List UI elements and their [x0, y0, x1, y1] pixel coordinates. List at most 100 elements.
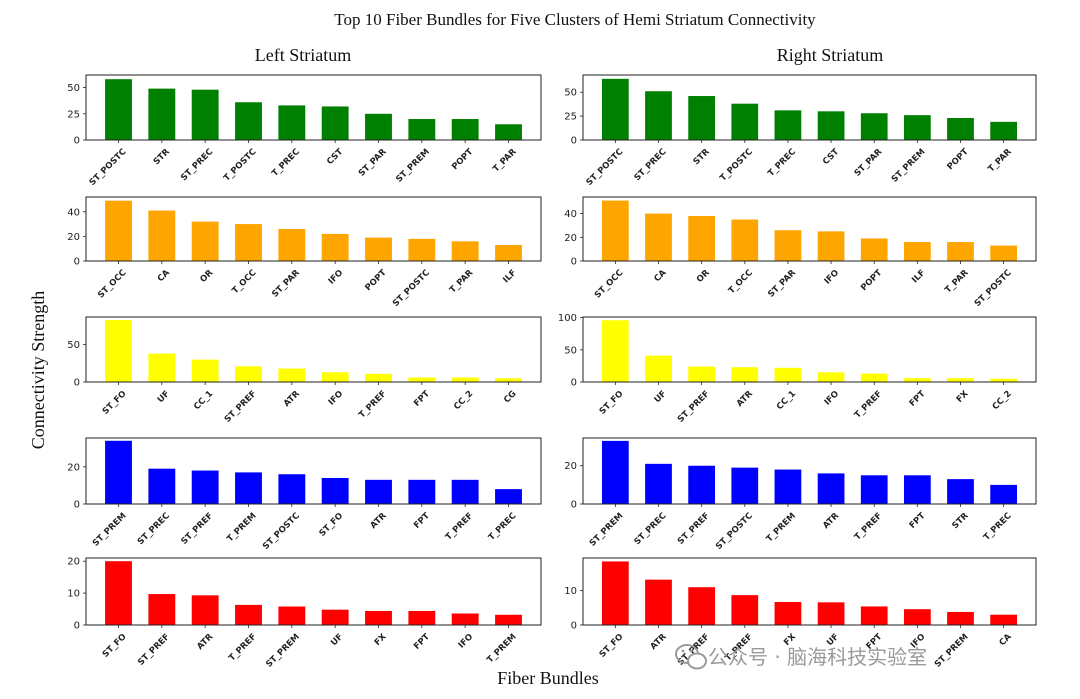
bar-st-pref — [235, 366, 262, 382]
bar-ca — [645, 213, 672, 261]
x-tick-label: ST_POSTC — [585, 147, 626, 188]
bar-popt — [860, 238, 888, 261]
x-tick-label: UF — [156, 389, 172, 405]
bar-cc-1 — [774, 367, 802, 382]
column-title-right: Right Striatum — [777, 45, 884, 65]
bar-st-pref — [688, 587, 716, 625]
bar-cc-2 — [990, 378, 1018, 382]
bar-st-postc — [990, 245, 1018, 261]
chart-left-cluster-3: ST_FO UF CC_1 ST_PREF ATR IFO T_PREF FPT CC_2 CG 0… — [67, 316, 542, 425]
x-tick-label: CC_2 — [452, 389, 475, 412]
bar-st-occ — [601, 200, 629, 261]
x-tick-label: ATR — [195, 632, 215, 652]
bar-t-pref — [451, 479, 479, 504]
x-tick-label: POPT — [363, 268, 388, 293]
bar-ifo — [903, 609, 931, 625]
x-tick-label: ST_FO — [318, 511, 346, 539]
bar-st-prem — [947, 611, 974, 625]
x-tick-label: OR — [695, 268, 712, 285]
x-tick-label: ST_FO — [598, 632, 626, 660]
x-tick-label: ST_PREC — [633, 147, 669, 183]
y-tick-label: 0 — [571, 378, 577, 389]
chart-left-cluster-1: ST_POSTC STR ST_PREC T_POSTC T_PREC CST ST_PAR… — [67, 74, 542, 188]
bar-atr — [817, 473, 845, 504]
bar-st-fo — [105, 561, 132, 625]
x-tick-label: POPT — [859, 268, 884, 293]
x-tick-label: FX — [955, 389, 971, 405]
bar-t-prec — [495, 489, 522, 504]
x-tick-label: T_POSTC — [222, 147, 259, 184]
y-tick-label: 40 — [564, 209, 577, 220]
y-axis-label: Connectivity Strength — [28, 291, 48, 449]
bar-atr — [191, 595, 219, 625]
y-tick-label: 0 — [571, 136, 577, 147]
bar-t-prem — [235, 472, 262, 504]
bar-ilf — [903, 242, 931, 261]
y-tick-label: 50 — [564, 345, 577, 356]
x-tick-label: IFO — [327, 268, 346, 287]
plot-frame — [85, 316, 542, 383]
bar-fx — [947, 378, 974, 382]
y-tick-label: 0 — [571, 621, 577, 632]
bar-st-par — [365, 113, 392, 140]
bar-t-par — [451, 241, 479, 261]
y-tick-label: 20 — [564, 233, 577, 244]
plot-frame — [582, 316, 1037, 383]
y-tick-label: 20 — [67, 232, 80, 243]
bar-st-pref — [148, 594, 176, 625]
bar-t-prem — [774, 469, 802, 504]
x-tick-label: T_PREC — [982, 511, 1014, 543]
bar-cst — [817, 111, 845, 140]
y-tick-label: 0 — [74, 500, 80, 511]
bar-st-postc — [105, 79, 132, 140]
x-tick-label: ATR — [369, 511, 389, 531]
y-tick-label: 10 — [564, 586, 577, 597]
x-tick-label: ST_PREF — [676, 389, 712, 425]
x-tick-label: T_OCC — [230, 268, 258, 296]
x-tick-label: FPT — [908, 389, 928, 409]
chart-left-cluster-4: ST_PREM ST_PREC ST_PREF T_PREM ST_POSTC ST_FO… — [67, 437, 542, 552]
x-tick-label: T_POSTC — [718, 147, 755, 184]
bar-fpt — [408, 479, 436, 504]
bar-t-occ — [731, 219, 759, 261]
x-tick-label: ST_POSTC — [714, 511, 755, 552]
bar-str — [688, 96, 716, 140]
y-tick-label: 50 — [564, 88, 577, 99]
bar-fx — [774, 601, 802, 625]
x-tick-label: CA — [156, 268, 172, 284]
x-tick-label: ST_PREM — [394, 147, 432, 185]
bar-or — [688, 215, 716, 261]
bar-fpt — [860, 606, 888, 625]
x-tick-label: T_PREF — [357, 389, 389, 421]
bar-t-prec — [278, 105, 306, 140]
x-tick-label: OR — [198, 268, 215, 285]
x-tick-label: T_PREM — [765, 511, 798, 544]
x-tick-label: ATR — [649, 632, 669, 652]
bar-cc-1 — [191, 359, 219, 382]
chart-panels: ST_POSTC STR ST_PREC T_POSTC T_PREC CST ST_PAR… — [67, 74, 1037, 670]
bar-ca — [990, 614, 1018, 625]
bar-ifo — [451, 613, 479, 625]
bar-popt — [947, 118, 974, 140]
bar-popt — [451, 119, 479, 140]
x-tick-label: CA — [998, 632, 1014, 648]
y-tick-label: 20 — [564, 461, 577, 472]
plot-frame — [85, 437, 542, 505]
chart-right-cluster-4: ST_PREM ST_PREC ST_PREF ST_POSTC T_PREM ATR T_… — [564, 437, 1037, 552]
x-tick-label: CG — [502, 389, 518, 405]
x-tick-label: ST_PREC — [633, 511, 669, 547]
x-tick-label: T_PREF — [444, 511, 476, 543]
bar-st-postc — [601, 78, 629, 140]
wechat-logo-icon — [675, 644, 707, 670]
y-tick-label: 50 — [67, 83, 80, 94]
bar-t-par — [495, 124, 522, 140]
x-tick-label: STR — [950, 511, 970, 531]
x-tick-label: POPT — [945, 147, 970, 172]
y-tick-label: 0 — [571, 257, 577, 268]
bar-t-occ — [235, 224, 262, 261]
bar-st-postc — [408, 238, 436, 261]
x-tick-label: ST_PREM — [91, 511, 129, 549]
x-tick-label: POPT — [450, 147, 475, 172]
x-tick-label: ST_PAR — [357, 147, 389, 179]
